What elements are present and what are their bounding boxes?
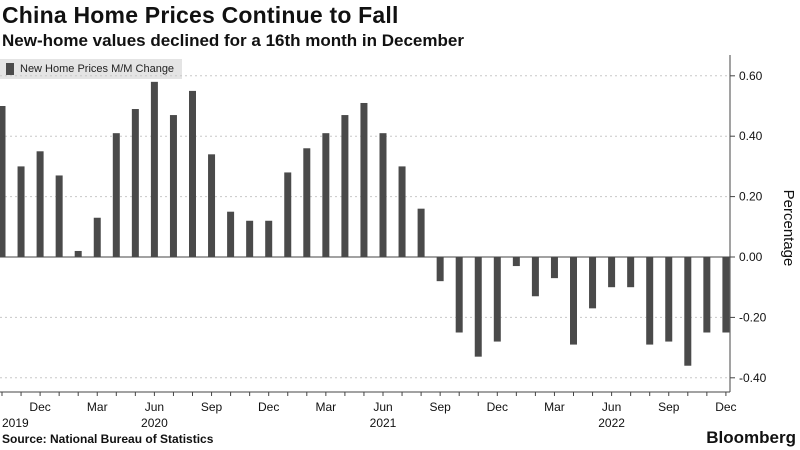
bar <box>608 257 616 288</box>
y-tick-label: 0.40 <box>739 129 763 143</box>
x-tick-label: Mar <box>87 400 108 414</box>
bar <box>112 133 120 257</box>
year-label: 2022 <box>598 416 625 430</box>
x-tick-label: Jun <box>602 400 621 414</box>
bar <box>703 257 711 333</box>
axes: 0.60 0.40 0.20 0.00 -0.20 -0.40 Dec Mar Jun Sep De… <box>0 55 767 430</box>
bar <box>550 257 558 279</box>
year-label: 2019 <box>2 416 29 430</box>
chart-title: China Home Prices Continue to Fall <box>2 2 399 28</box>
bar <box>17 166 25 257</box>
bars <box>0 81 730 366</box>
legend: New Home Prices M/M Change <box>0 59 183 79</box>
legend-swatch <box>6 63 14 75</box>
bar <box>208 154 216 257</box>
bar <box>684 257 692 366</box>
x-tick-label: Jun <box>145 400 164 414</box>
bar <box>493 257 501 342</box>
bar <box>55 175 63 257</box>
bloomberg-logo: Bloomberg <box>706 428 796 447</box>
x-tick-label: Sep <box>201 400 223 414</box>
bar <box>455 257 463 333</box>
bar <box>150 81 158 257</box>
bar <box>189 90 196 258</box>
bar <box>322 133 330 257</box>
bar <box>665 257 673 342</box>
bar <box>169 115 177 257</box>
bar <box>417 208 425 257</box>
bar <box>341 115 349 257</box>
bar <box>398 166 406 257</box>
x-tick-label: Mar <box>316 400 337 414</box>
bar <box>93 217 101 257</box>
y-tick-label: -0.20 <box>739 310 767 324</box>
bar <box>570 257 577 345</box>
bar <box>284 172 292 257</box>
bar <box>379 133 387 257</box>
bar <box>131 109 139 258</box>
bar <box>722 257 730 333</box>
source-note: Source: National Bureau of Statistics <box>2 432 214 446</box>
bar <box>531 257 539 297</box>
x-tick-label: Dec <box>715 400 736 414</box>
bar <box>436 257 444 282</box>
bar <box>512 257 520 267</box>
year-label: 2021 <box>370 416 397 430</box>
y-tick-label: -0.40 <box>739 371 767 385</box>
bar <box>474 257 482 357</box>
x-tick-label: Mar <box>544 400 565 414</box>
x-tick-label: Sep <box>658 400 680 414</box>
bar <box>627 257 635 288</box>
bar <box>74 250 82 257</box>
bar <box>589 257 597 309</box>
y-tick-label: 0.00 <box>739 250 763 264</box>
bar <box>303 148 311 257</box>
year-label: 2020 <box>141 416 168 430</box>
x-tick-label: Sep <box>429 400 451 414</box>
bar <box>246 220 254 257</box>
x-tick-label: Dec <box>258 400 279 414</box>
bar <box>227 211 235 257</box>
chart-subtitle: New-home values declined for a 16th mont… <box>2 31 464 50</box>
y-axis-label: Percentage <box>780 190 797 267</box>
bar <box>0 106 6 257</box>
bar <box>36 151 44 257</box>
x-tick-label: Dec <box>487 400 508 414</box>
x-tick-label: Jun <box>373 400 392 414</box>
y-tick-label: 0.60 <box>739 69 763 83</box>
legend-label: New Home Prices M/M Change <box>20 63 175 75</box>
bar <box>646 257 654 345</box>
bar <box>360 102 368 257</box>
y-tick-label: 0.20 <box>739 190 763 204</box>
x-tick-label: Dec <box>29 400 50 414</box>
bar <box>265 220 273 257</box>
